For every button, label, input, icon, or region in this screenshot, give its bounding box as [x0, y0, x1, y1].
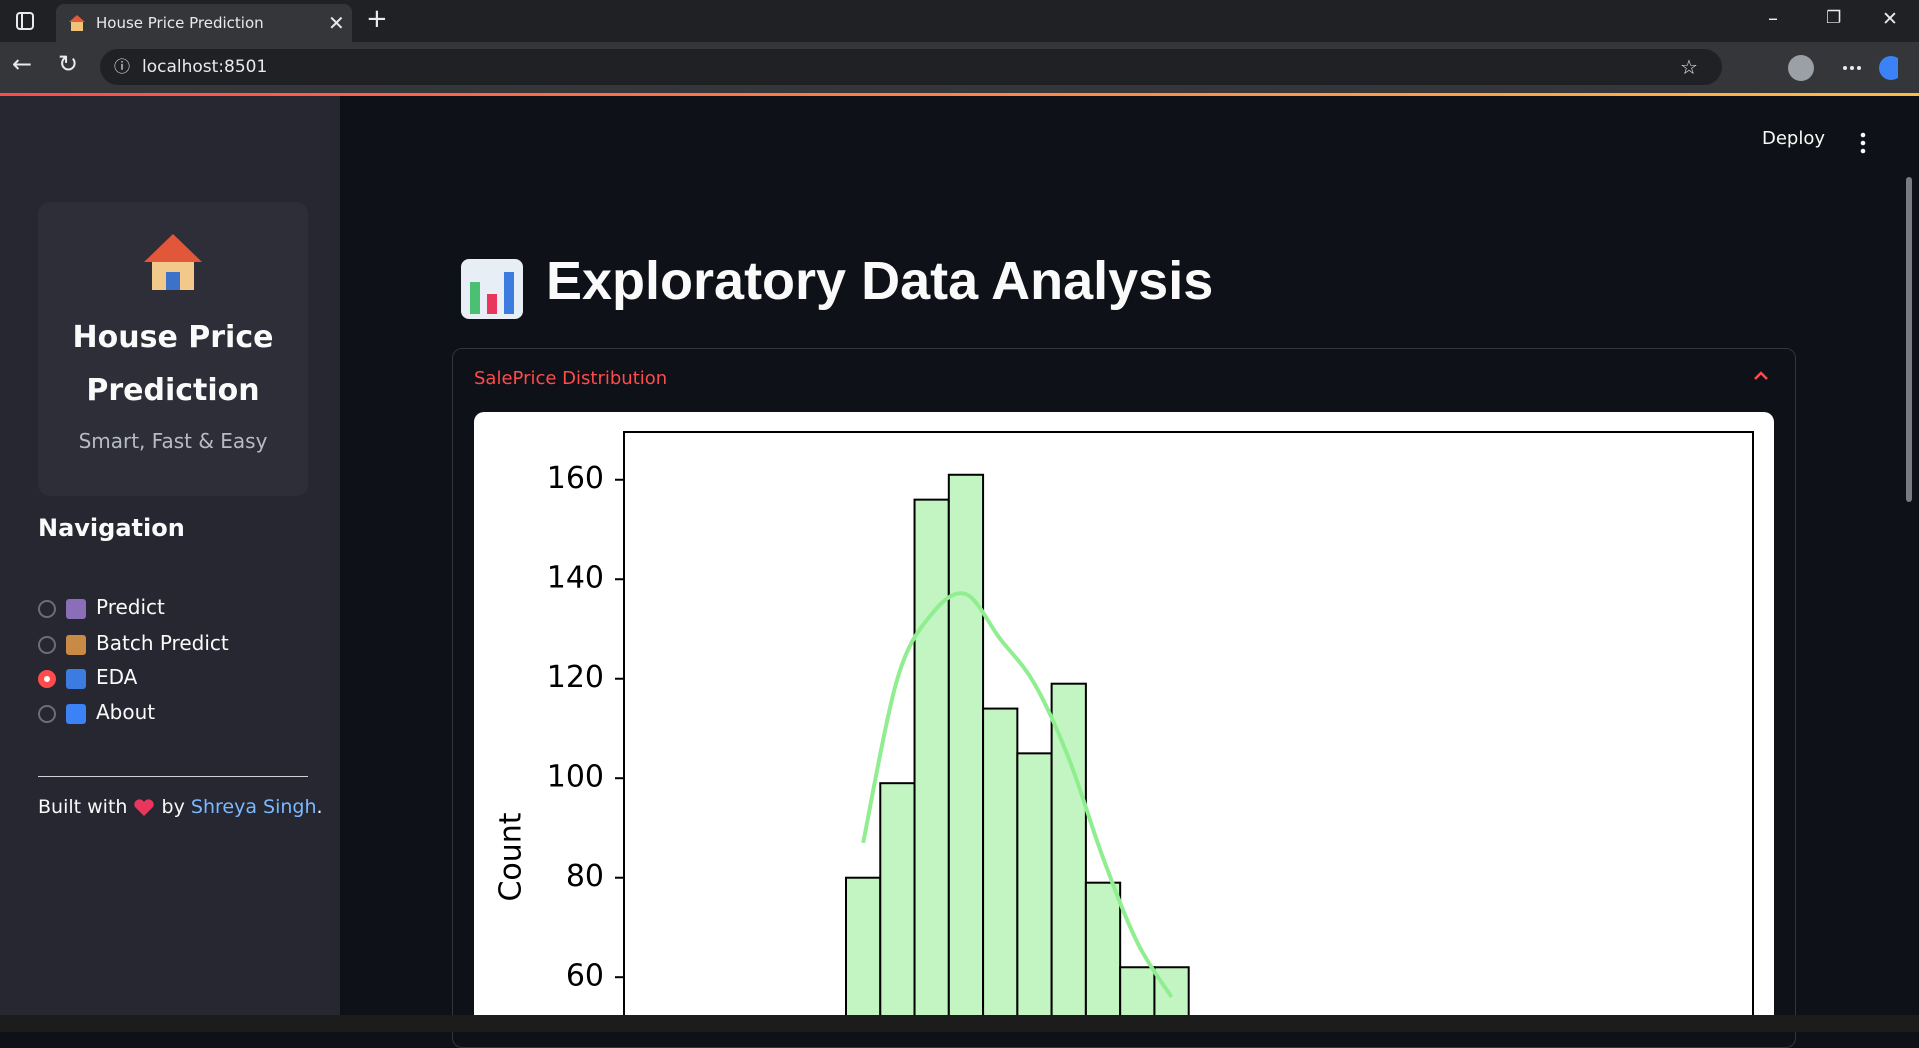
y-tick-label: 160: [547, 461, 604, 496]
nav-label: Batch Predict: [96, 631, 229, 655]
histogram-bar: [947, 473, 985, 1015]
histogram-bar: [1084, 881, 1122, 1015]
histogram-bar: [913, 498, 950, 1015]
deploy-button[interactable]: Deploy: [1762, 128, 1826, 149]
reload-button[interactable]: ↻: [58, 50, 79, 78]
radio-button[interactable]: [38, 704, 56, 723]
nav-heading: Navigation: [38, 514, 185, 542]
kde-line: [861, 591, 1174, 999]
browser-toolbar-icons: [1788, 55, 1898, 81]
restore-button[interactable]: ❐: [1826, 8, 1842, 28]
copilot-button[interactable]: [1879, 56, 1898, 80]
close-button[interactable]: ✕: [1882, 8, 1898, 30]
site-info-icon[interactable]: ⓘ: [114, 57, 131, 76]
menu-dot: [1850, 66, 1854, 70]
new-tab-button[interactable]: +: [366, 4, 388, 34]
tab-close[interactable]: ✕: [328, 11, 345, 35]
nav-item[interactable]: Predict: [38, 592, 165, 622]
author-link[interactable]: Shreya Singh: [190, 796, 317, 818]
histogram-bar: [879, 782, 916, 1015]
histogram-bar: [1119, 966, 1156, 1015]
minimize-button[interactable]: –: [1768, 6, 1778, 30]
histogram-bar: [845, 876, 882, 1015]
status-line: [0, 93, 1919, 96]
divider: [38, 776, 308, 777]
expander-title[interactable]: SalePrice Distribution: [474, 368, 668, 389]
url-field[interactable]: ⓘ localhost:8501 ☆: [100, 49, 1722, 85]
footer-text: by: [161, 796, 185, 818]
taskbar: [0, 1015, 1919, 1032]
tab-title: House Price Prediction: [96, 14, 264, 32]
nav-label: EDA: [96, 665, 138, 689]
back-button[interactable]: ←: [12, 50, 33, 78]
histogram-bar: [982, 707, 1019, 1015]
nav-item[interactable]: About: [38, 697, 155, 727]
footer-text: .: [316, 796, 323, 818]
page-title: Exploratory Data Analysis: [546, 251, 1214, 311]
sidebar-title: Prediction: [86, 373, 260, 408]
favorite-button[interactable]: ☆: [1680, 55, 1698, 79]
nav-icon: [66, 634, 86, 655]
y-tick-label: 140: [547, 561, 604, 596]
url-text: localhost:8501: [142, 57, 268, 77]
menu-dot: [1857, 66, 1861, 70]
histogram-bar: [1153, 966, 1190, 1015]
chart-background: [474, 412, 1774, 1015]
collapse-chevron[interactable]: [1753, 371, 1769, 381]
y-tick-label: 120: [547, 660, 604, 695]
chart-icon: [461, 259, 523, 319]
scrollbar[interactable]: [1906, 177, 1912, 502]
radio-button[interactable]: [38, 635, 56, 654]
nav-label: Predict: [96, 595, 165, 619]
tab-favicon: [69, 15, 85, 31]
y-tick-label: 60: [566, 959, 604, 994]
nav-icon: [66, 703, 86, 724]
nav-item[interactable]: EDA: [38, 662, 137, 692]
profile-button[interactable]: [1788, 55, 1814, 81]
radio-button[interactable]: [38, 669, 56, 688]
histogram-bar: [1016, 752, 1053, 1015]
chart: Count 60 80 100 120 140 160: [474, 412, 1774, 1015]
radio-button[interactable]: [38, 599, 56, 618]
house-icon: [144, 234, 202, 290]
tab-bar: House Price Prediction ✕ + – ❐ ✕: [0, 0, 1919, 42]
plot-frame: [623, 431, 1754, 1015]
nav-item[interactable]: Batch Predict: [38, 628, 229, 658]
tagline: Smart, Fast & Easy: [78, 429, 268, 453]
y-axis-label: Count: [494, 812, 529, 901]
nav-icon: [66, 668, 86, 689]
heart-icon: [134, 798, 155, 816]
nav-label: About: [96, 700, 156, 724]
sidebar-footer: Built with by Shreya Singh.: [38, 792, 323, 822]
tab-actions-icon[interactable]: [16, 12, 34, 30]
nav-icon: [66, 598, 86, 619]
y-tick-label: 80: [566, 859, 604, 894]
footer-text: Built with: [38, 796, 128, 818]
main-menu-button[interactable]: [1859, 132, 1867, 154]
sidebar-title: House Price: [72, 320, 274, 355]
y-tick-label: 100: [547, 760, 604, 795]
menu-dot: [1843, 66, 1847, 70]
histogram-bar: [1050, 682, 1087, 1015]
browser-tab[interactable]: House Price Prediction ✕: [56, 4, 352, 42]
